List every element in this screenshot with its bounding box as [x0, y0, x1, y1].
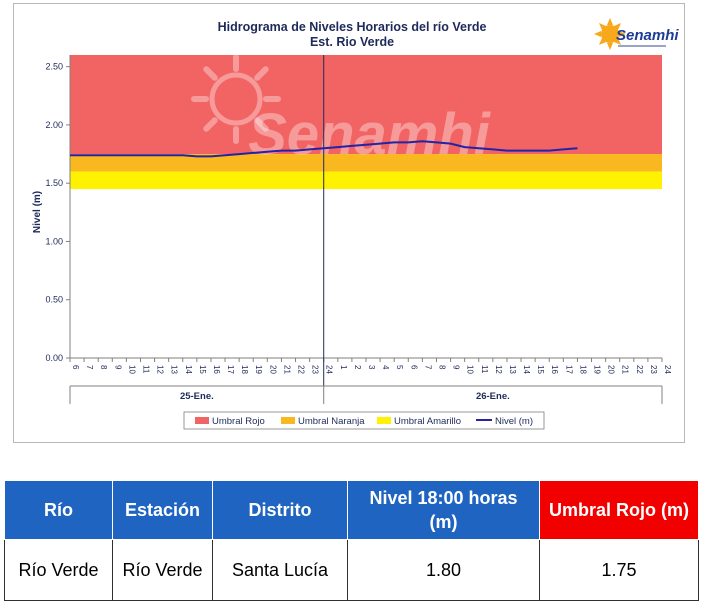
x-tick-label: 3 — [367, 365, 376, 370]
x-tick-label: 16 — [212, 365, 221, 374]
x-tick-label: 15 — [536, 365, 545, 374]
y-tick-label: 1.00 — [45, 236, 63, 246]
legend-swatch-yellow — [377, 417, 391, 424]
x-tick-label: 13 — [508, 365, 517, 374]
logo-tagline — [618, 45, 666, 47]
legend: Umbral Rojo Umbral Naranja Umbral Amaril… — [183, 411, 545, 430]
y-tick-label: 0.50 — [45, 295, 63, 305]
header-distrito: Distrito — [212, 480, 348, 540]
header-rio: Río — [4, 480, 113, 540]
cell-umbral-rojo: 1.75 — [539, 539, 699, 601]
logo-text: Senamhi — [616, 27, 679, 44]
x-tick-label: 20 — [607, 365, 616, 374]
legend-label-red: Umbral Rojo — [212, 416, 265, 427]
x-tick-label: 6 — [71, 365, 80, 370]
x-tick-label: 13 — [170, 365, 179, 374]
x-tick-label: 18 — [578, 365, 587, 374]
x-tick-label: 22 — [297, 365, 306, 374]
table-row: Río Verde Río Verde Santa Lucía 1.80 1.7… — [4, 539, 699, 601]
y-tick-label: 1.50 — [45, 178, 63, 188]
x-tick-label: 18 — [240, 365, 249, 374]
x-tick-label: 11 — [141, 365, 150, 374]
watermark-sun-ray — [254, 117, 269, 132]
legend-label-orange: Umbral Naranja — [298, 416, 365, 427]
x-tick-label: 21 — [621, 365, 630, 374]
x-tick-label: 12 — [494, 365, 503, 374]
cell-distrito: Santa Lucía — [212, 539, 348, 601]
x-tick-label: 9 — [113, 365, 122, 370]
chart-frame: Hidrograma de Niveles Horarios del río V… — [13, 3, 685, 443]
x-tick-label: 7 — [423, 365, 432, 370]
sun-icon — [594, 18, 626, 50]
x-tick-label: 15 — [198, 365, 207, 374]
cell-nivel: 1.80 — [347, 539, 540, 601]
x-tick-label: 14 — [522, 365, 531, 374]
header-estacion: Estación — [112, 480, 213, 540]
legend-swatch-red — [195, 417, 209, 424]
x-tick-label: 12 — [156, 365, 165, 374]
table-header-row: Río Estación Distrito Nivel 18:00 horas … — [4, 480, 699, 540]
x-tick-label: 24 — [663, 365, 672, 374]
y-tick-label: 2.00 — [45, 120, 63, 130]
x-tick-label: 24 — [325, 365, 334, 374]
chart-title: Hidrograma de Niveles Horarios del río V… — [218, 20, 487, 34]
x-tick-label: 17 — [564, 365, 573, 374]
x-tick-label: 2 — [353, 365, 362, 370]
y-axis-label: Nivel (m) — [32, 191, 43, 233]
cell-rio: Río Verde — [4, 539, 113, 601]
watermark-sun-ray — [203, 66, 218, 81]
x-tick-label: 11 — [480, 365, 489, 374]
band-umbral-amarillo — [70, 171, 662, 190]
x-tick-label: 17 — [226, 365, 235, 374]
x-tick-label: 10 — [127, 365, 136, 374]
x-tick-label: 8 — [437, 365, 446, 370]
day-label: 26-Ene. — [476, 391, 510, 402]
header-nivel: Nivel 18:00 horas (m) — [347, 480, 540, 540]
x-tick-label: 5 — [395, 365, 404, 370]
x-tick-label: 8 — [99, 365, 108, 370]
band-umbral-naranja — [70, 154, 662, 172]
x-tick-label: 23 — [649, 365, 658, 374]
y-tick-label: 0.00 — [45, 353, 63, 363]
series-line-nivel — [70, 140, 578, 158]
senamhi-logo: Senamhi — [594, 18, 679, 50]
legend-label-yellow: Umbral Amarillo — [394, 416, 461, 427]
y-tick-label: 2.50 — [45, 62, 63, 72]
x-tick-label: 20 — [268, 365, 277, 374]
cell-estacion: Río Verde — [112, 539, 213, 601]
watermark-sun-icon — [191, 54, 281, 144]
watermark-sun-ray — [254, 66, 269, 81]
legend-swatch-orange — [281, 417, 295, 424]
x-tick-label: 22 — [635, 365, 644, 374]
watermark-text: Senamhi — [248, 102, 492, 167]
x-tick-label: 19 — [254, 365, 263, 374]
watermark-sun-ray — [203, 117, 218, 132]
x-tick-label: 14 — [184, 365, 193, 374]
chart-subtitle: Est. Rio Verde — [310, 35, 394, 49]
legend-box — [183, 411, 545, 430]
river-level-table: Río Estación Distrito Nivel 18:00 horas … — [4, 480, 699, 601]
header-umbral-rojo: Umbral Rojo (m) — [539, 480, 699, 540]
x-tick-label: 4 — [381, 365, 390, 370]
band-umbral-rojo — [70, 55, 662, 155]
x-tick-label: 19 — [593, 365, 602, 374]
x-tick-label: 6 — [409, 365, 418, 370]
legend-label-level: Nivel (m) — [495, 416, 533, 427]
x-tick-label: 10 — [466, 365, 475, 374]
x-tick-label: 1 — [339, 365, 348, 370]
x-tick-label: 7 — [85, 365, 94, 370]
x-tick-label: 23 — [311, 365, 320, 374]
watermark-sun-core — [209, 72, 263, 126]
hydrograph-chart: Hidrograma de Niveles Horarios del río V… — [32, 18, 679, 430]
x-tick-label: 16 — [550, 365, 559, 374]
x-tick-label: 21 — [282, 365, 291, 374]
x-tick-label: 9 — [452, 365, 461, 370]
day-label: 25-Ene. — [180, 391, 214, 402]
